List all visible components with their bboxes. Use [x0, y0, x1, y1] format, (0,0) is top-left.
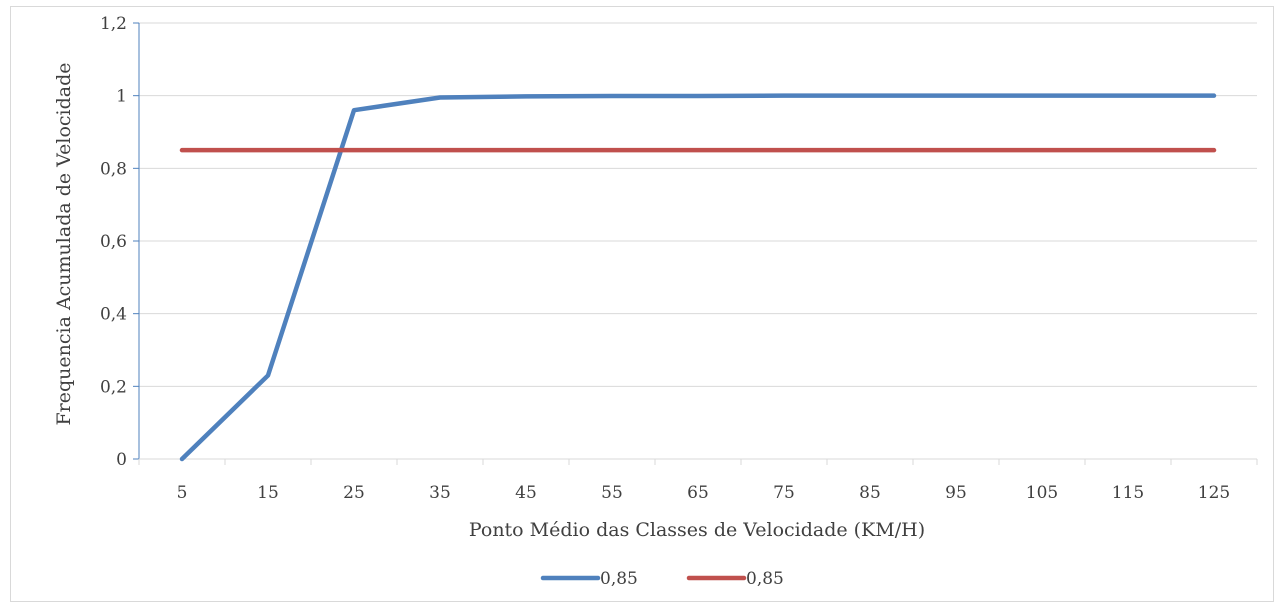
x-tick-label: 125	[1198, 483, 1230, 503]
x-tick-label: 25	[343, 483, 365, 503]
x-tick-label: 55	[601, 483, 623, 503]
x-axis-title: Ponto Médio das Classes de Velocidade (K…	[469, 519, 925, 541]
x-tick-label: 75	[773, 483, 795, 503]
axes	[133, 22, 1258, 465]
series-lines	[179, 93, 1217, 462]
series-line-1	[179, 93, 1217, 462]
x-tick-label: 85	[859, 483, 881, 503]
y-tick-label: 1	[116, 87, 127, 107]
legend-label: 0,85	[600, 569, 638, 589]
x-tick-label: 105	[1026, 483, 1058, 503]
y-tick-label: 1,2	[100, 14, 127, 34]
legend-label: 0,85	[746, 569, 784, 589]
y-tick-label: 0,4	[100, 305, 127, 325]
x-tick-label: 35	[429, 483, 451, 503]
y-tick-label: 0,8	[100, 159, 127, 179]
y-axis-title: Frequencia Acumulada de Velocidade	[53, 62, 75, 425]
x-tick-label: 5	[177, 483, 188, 503]
x-tick-label: 65	[687, 483, 709, 503]
legend: 0,85 0,85	[540, 569, 784, 589]
gridlines	[139, 22, 1257, 387]
tick-labels: 0 0,2 0,4 0,6 0,8 1 1,2 5 15 25 35 45 55 65 75 85 95 105 1…	[100, 14, 1230, 503]
y-tick-label: 0	[116, 450, 127, 470]
x-tick-label: 45	[515, 483, 537, 503]
chart-area	[10, 6, 1274, 602]
y-tick-label: 0,2	[100, 377, 127, 397]
x-tick-label: 15	[257, 483, 279, 503]
y-tick-label: 0,6	[100, 232, 127, 252]
x-tick-label: 115	[1112, 483, 1144, 503]
x-tick-label: 95	[945, 483, 967, 503]
